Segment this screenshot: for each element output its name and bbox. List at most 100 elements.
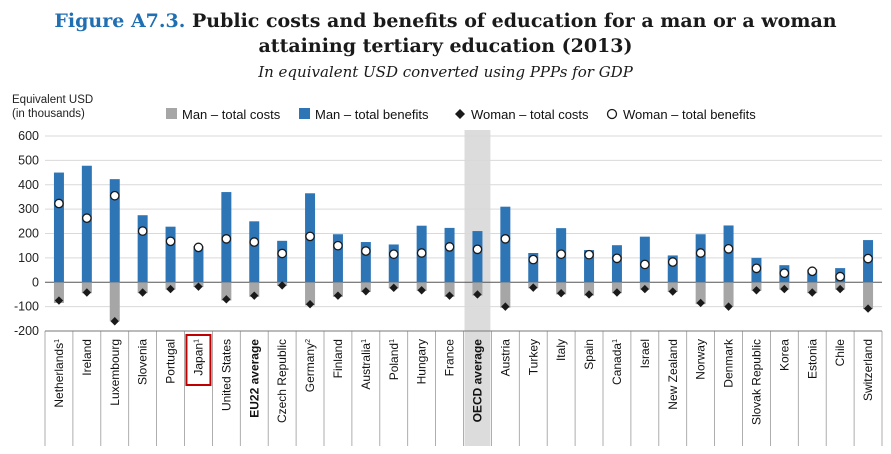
marker-woman-total-benefits — [221, 234, 232, 244]
marker-woman-total-costs — [82, 288, 92, 297]
y-tick-label: -100 — [14, 300, 39, 314]
marker-woman-total-costs — [640, 284, 650, 294]
x-tick-label: Canada1 — [610, 339, 624, 385]
bar-man-total-costs — [723, 282, 734, 307]
x-tick-label: Slovak Republic — [749, 339, 763, 425]
x-tick-label: Czech Republic — [275, 339, 289, 423]
marker-woman-total-benefits — [193, 242, 204, 253]
y-axis-label-line1: Equivalent USD — [12, 94, 94, 106]
marker-woman-total-benefits — [277, 248, 287, 259]
x-tick-label: New Zealand — [666, 339, 680, 410]
marker-woman-total-benefits — [500, 234, 511, 244]
legend-man-total-costs-swatch — [166, 108, 177, 119]
marker-woman-total-benefits — [137, 226, 148, 236]
y-tick-label: 600 — [18, 129, 39, 143]
x-tick-label: Spain — [582, 339, 596, 370]
marker-woman-total-costs — [194, 282, 203, 291]
bar-man-total-costs — [137, 282, 148, 294]
y-tick-label: -200 — [14, 324, 39, 338]
x-tick-label: Portugal — [164, 339, 178, 384]
bar-man-total-benefits — [611, 245, 622, 283]
marker-woman-total-costs — [808, 288, 817, 297]
japan-highlight-box — [185, 334, 212, 386]
marker-woman-total-benefits — [388, 249, 399, 260]
bar-man-total-benefits — [277, 240, 288, 283]
figure-label: Figure A7.3. — [54, 10, 186, 32]
legend-man-total-costs-label: Man – total costs — [182, 107, 281, 122]
y-tick-label: 0 — [32, 275, 39, 289]
marker-woman-total-costs — [696, 298, 705, 308]
marker-woman-total-costs — [333, 291, 343, 300]
marker-woman-total-costs — [529, 283, 538, 292]
bar-man-total-costs — [807, 282, 818, 294]
marker-woman-total-costs — [166, 284, 175, 294]
legend-woman-total-costs-label: Woman – total costs — [471, 107, 589, 122]
bar-man-total-benefits — [165, 226, 176, 283]
bar-man-total-benefits — [528, 253, 539, 283]
bar-man-total-benefits — [639, 236, 650, 283]
bar-man-total-benefits — [472, 231, 483, 283]
marker-woman-total-benefits — [416, 248, 427, 258]
y-tick-label: 500 — [18, 153, 39, 167]
marker-woman-total-benefits — [305, 231, 315, 242]
bar-man-total-benefits — [53, 172, 64, 283]
x-tick-label: Finland — [331, 339, 345, 378]
marker-woman-total-benefits — [444, 242, 455, 252]
marker-woman-total-costs — [780, 284, 789, 294]
marker-woman-total-costs — [473, 290, 482, 299]
x-tick-label: France — [443, 339, 457, 377]
bar-man-total-costs — [863, 282, 874, 310]
x-tick-label: Hungary — [415, 339, 429, 384]
bar-man-total-benefits — [360, 242, 371, 283]
marker-woman-total-benefits — [835, 271, 846, 282]
marker-woman-total-costs — [724, 302, 733, 311]
marker-woman-total-benefits — [333, 240, 343, 251]
bar-man-total-benefits — [584, 250, 595, 283]
bar-man-total-costs — [249, 282, 260, 297]
chart-title-text: Public costs and benefits of education f… — [191, 10, 837, 32]
marker-woman-total-benefits — [249, 237, 260, 247]
legend-woman-total-benefits-swatch — [606, 108, 618, 120]
marker-woman-total-benefits — [695, 248, 706, 258]
bar-man-total-benefits — [137, 215, 148, 283]
x-tick-label: EU22 average — [247, 339, 261, 418]
marker-woman-total-benefits — [751, 263, 762, 274]
bar-man-total-costs — [305, 282, 316, 306]
chart-subtitle: In equivalent USD converted using PPPs f… — [258, 63, 633, 81]
x-tick-label: Italy — [554, 339, 568, 361]
legend-woman-total-benefits-label: Woman – total benefits — [623, 107, 756, 122]
marker-woman-total-benefits — [82, 213, 92, 223]
bar-man-total-benefits — [500, 206, 511, 283]
bar-man-total-costs — [556, 282, 567, 295]
bar-man-total-benefits — [695, 234, 706, 283]
marker-woman-total-benefits — [723, 244, 734, 254]
x-tick-label: Slovenia — [136, 339, 150, 385]
marker-woman-total-benefits — [779, 268, 790, 279]
x-tick-label: Switzerland — [861, 339, 875, 401]
y-tick-label: 400 — [18, 178, 39, 192]
bar-man-total-costs — [472, 282, 483, 296]
legend-man-total-benefits-label: Man – total benefits — [315, 107, 429, 122]
marker-woman-total-benefits — [612, 253, 622, 264]
x-tick-label: Australia1 — [359, 339, 373, 390]
bar-man-total-costs — [584, 282, 595, 296]
bar-man-total-costs — [332, 282, 343, 297]
legend-man-total-benefits-swatch — [299, 108, 310, 119]
marker-woman-total-benefits — [584, 249, 594, 260]
x-tick-label: Netherlands1 — [52, 339, 66, 408]
x-tick-label: Japan1 — [191, 339, 205, 376]
x-tick-label: Poland1 — [387, 339, 401, 380]
y-tick-label: 100 — [18, 251, 39, 265]
marker-woman-total-benefits — [667, 257, 678, 267]
marker-woman-total-costs — [445, 291, 454, 300]
bar-man-total-benefits — [444, 227, 455, 283]
marker-woman-total-costs — [222, 295, 231, 304]
marker-woman-total-costs — [361, 287, 371, 296]
x-tick-label: Denmark — [722, 338, 736, 388]
x-tick-label: OECD average — [470, 339, 484, 423]
x-tick-label: Chile — [833, 339, 847, 367]
marker-woman-total-costs — [417, 286, 426, 295]
marker-woman-total-costs — [277, 281, 287, 290]
bar-man-total-costs — [444, 282, 455, 297]
